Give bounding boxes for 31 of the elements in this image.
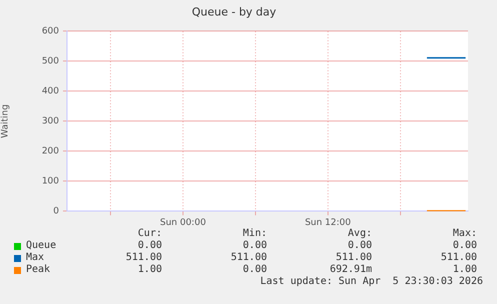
legend-label: Max xyxy=(26,252,44,263)
text: 0.00 xyxy=(242,264,267,275)
text: Last update: Sun Apr 5 23:30:03 2026 xyxy=(260,276,483,287)
text: 692.91m xyxy=(330,264,372,275)
y-axis-title: Waiting xyxy=(0,104,11,138)
text: Avg: xyxy=(348,228,372,239)
text: 511.00 xyxy=(126,252,162,263)
text: 1.00 xyxy=(138,264,162,275)
legend-label: Peak xyxy=(26,264,50,275)
text: Min: xyxy=(242,228,267,239)
text: 511.00 xyxy=(230,252,267,263)
text: 1.00 xyxy=(452,264,477,275)
y-tick-label: 400 xyxy=(42,86,60,97)
y-tick-label: 0 xyxy=(53,206,60,217)
text: 0.00 xyxy=(348,240,372,251)
y-tick-label: 600 xyxy=(42,26,60,37)
x-tick-label: Sun 00:00 xyxy=(160,218,206,228)
y-tick-label: 200 xyxy=(42,146,60,157)
text: Cur: xyxy=(138,228,162,239)
text: 0.00 xyxy=(138,240,162,251)
text: Max: xyxy=(452,228,477,239)
y-tick-label: 300 xyxy=(42,116,60,127)
chart-title: Queue - by day xyxy=(192,5,277,18)
text: 511.00 xyxy=(336,252,372,263)
y-tick-label: 500 xyxy=(42,56,60,67)
legend-label: Queue xyxy=(26,240,56,251)
text: 0.00 xyxy=(242,240,267,251)
text: 511.00 xyxy=(440,252,477,263)
y-tick-label: 100 xyxy=(42,176,60,187)
text: 0.00 xyxy=(452,240,477,251)
x-tick-label: Sun 12:00 xyxy=(304,218,352,228)
